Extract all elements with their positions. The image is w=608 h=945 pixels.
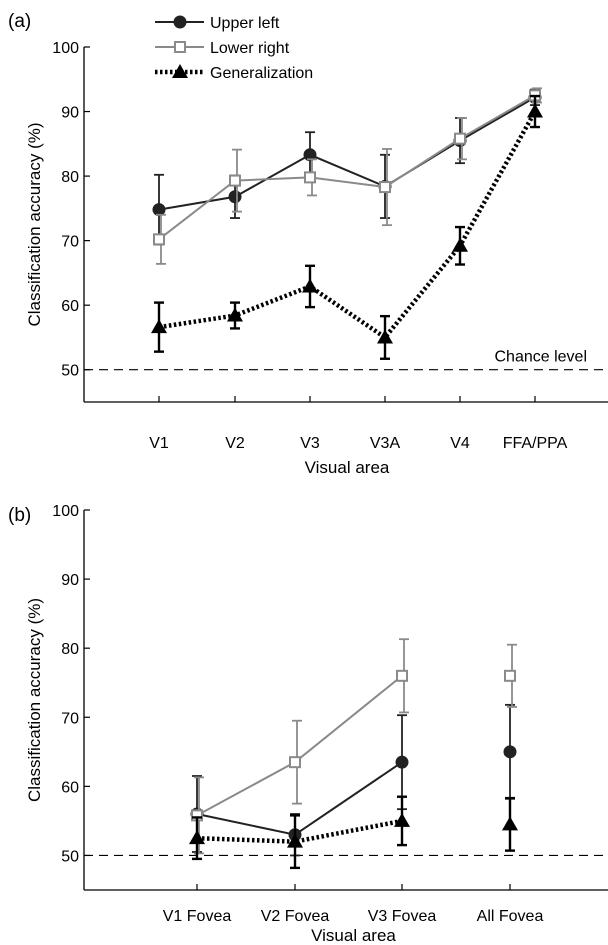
data-point <box>396 669 408 682</box>
series-line <box>158 110 537 341</box>
data-point <box>527 103 543 118</box>
y-tick-label: 70 <box>61 710 79 727</box>
data-point <box>377 329 393 344</box>
series-lower-right <box>191 638 517 855</box>
series-generalization <box>189 795 518 870</box>
legend: Upper left Lower right Generalization <box>155 15 313 82</box>
panel-a: 50 60 70 80 90 100 V1 V2 V3 V3A V4 FFA/PPA Chance le… <box>8 11 608 477</box>
panel-label: (a) <box>8 11 31 32</box>
data-point <box>395 755 409 769</box>
series-generalization <box>151 94 543 360</box>
data-point <box>454 132 466 145</box>
data-point <box>153 233 165 246</box>
x-tick-label: All Fovea <box>477 908 544 925</box>
y-tick-label: 80 <box>61 169 79 186</box>
legend-label: Generalization <box>210 65 313 82</box>
data-point <box>287 833 303 848</box>
series-line <box>158 94 536 241</box>
y-tick-label: 60 <box>61 779 79 796</box>
data-point <box>303 148 317 162</box>
x-tick-label: FFA/PPA <box>503 435 568 452</box>
y-tick-label: 60 <box>61 298 79 315</box>
x-axis-label: Visual area <box>305 458 390 477</box>
y-axis-label: Classification accuracy (%) <box>25 122 44 326</box>
data-point <box>151 319 167 334</box>
y-tick-label: 90 <box>61 572 79 589</box>
y-tick-label: 70 <box>61 234 79 251</box>
series-upper-left <box>152 88 542 246</box>
panel-label: (b) <box>8 505 31 526</box>
legend-marker <box>173 15 187 29</box>
series-line <box>158 96 536 211</box>
data-point <box>502 816 518 831</box>
x-tick-label: V4 <box>450 435 470 452</box>
y-axis-label: Classification accuracy (%) <box>25 598 44 802</box>
data-point <box>503 745 517 759</box>
chance-level-label: Chance level <box>495 349 588 366</box>
data-point <box>289 756 301 769</box>
data-point <box>228 190 242 204</box>
x-axis-label: Visual area <box>311 926 396 945</box>
legend-label: Upper left <box>210 15 280 32</box>
data-point <box>304 171 316 184</box>
y-tick-label: 50 <box>61 848 79 865</box>
y-tick-label: 100 <box>52 40 79 57</box>
data-point <box>452 237 468 252</box>
x-tick-label: V1 Fovea <box>163 908 232 925</box>
series-lower-right <box>153 87 542 265</box>
x-tick-label: V1 <box>149 435 169 452</box>
x-tick-label: V3 Fovea <box>368 908 437 925</box>
x-tick-label: V3 <box>300 435 320 452</box>
legend-label: Lower right <box>210 40 290 57</box>
y-tick-label: 90 <box>61 105 79 122</box>
legend-marker <box>172 64 188 78</box>
data-point <box>504 669 516 682</box>
data-point <box>152 203 166 217</box>
data-point <box>379 181 391 194</box>
x-tick-label: V2 <box>225 435 245 452</box>
data-point <box>229 174 241 187</box>
y-tick-label: 80 <box>61 641 79 658</box>
data-point <box>189 830 205 845</box>
series-line <box>196 818 403 844</box>
legend-marker <box>174 41 186 53</box>
data-point <box>227 307 243 322</box>
x-tick-label: V3A <box>370 435 401 452</box>
x-tick-label: V2 Fovea <box>261 908 330 925</box>
data-point <box>394 812 410 827</box>
series-line <box>196 675 403 817</box>
panel-b: 50 60 70 80 90 100 V1 Fovea V2 Fovea V3 Fovea All… <box>8 503 608 945</box>
y-tick-label: 50 <box>61 363 79 380</box>
y-tick-label: 100 <box>52 503 79 520</box>
data-point <box>302 278 318 293</box>
series-upper-left <box>190 703 517 857</box>
